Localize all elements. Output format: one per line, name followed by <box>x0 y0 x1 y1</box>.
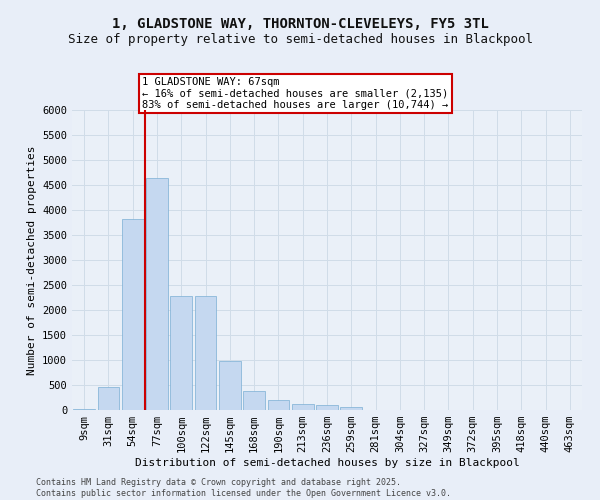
Bar <box>122 219 143 410</box>
Bar <box>268 400 289 410</box>
Text: Contains HM Land Registry data © Crown copyright and database right 2025.
Contai: Contains HM Land Registry data © Crown c… <box>36 478 451 498</box>
Y-axis label: Number of semi-detached properties: Number of semi-detached properties <box>26 145 37 375</box>
Bar <box>194 296 217 410</box>
X-axis label: Distribution of semi-detached houses by size in Blackpool: Distribution of semi-detached houses by … <box>134 458 520 468</box>
Bar <box>316 405 338 410</box>
Bar <box>219 360 241 410</box>
Text: Size of property relative to semi-detached houses in Blackpool: Size of property relative to semi-detach… <box>67 32 533 46</box>
Bar <box>292 404 314 410</box>
Bar <box>340 407 362 410</box>
Bar <box>97 386 119 410</box>
Bar <box>73 408 95 410</box>
Bar <box>170 296 192 410</box>
Bar <box>243 390 265 410</box>
Text: 1 GLADSTONE WAY: 67sqm
← 16% of semi-detached houses are smaller (2,135)
83% of : 1 GLADSTONE WAY: 67sqm ← 16% of semi-det… <box>142 77 449 110</box>
Text: 1, GLADSTONE WAY, THORNTON-CLEVELEYS, FY5 3TL: 1, GLADSTONE WAY, THORNTON-CLEVELEYS, FY… <box>112 18 488 32</box>
Bar <box>146 178 168 410</box>
